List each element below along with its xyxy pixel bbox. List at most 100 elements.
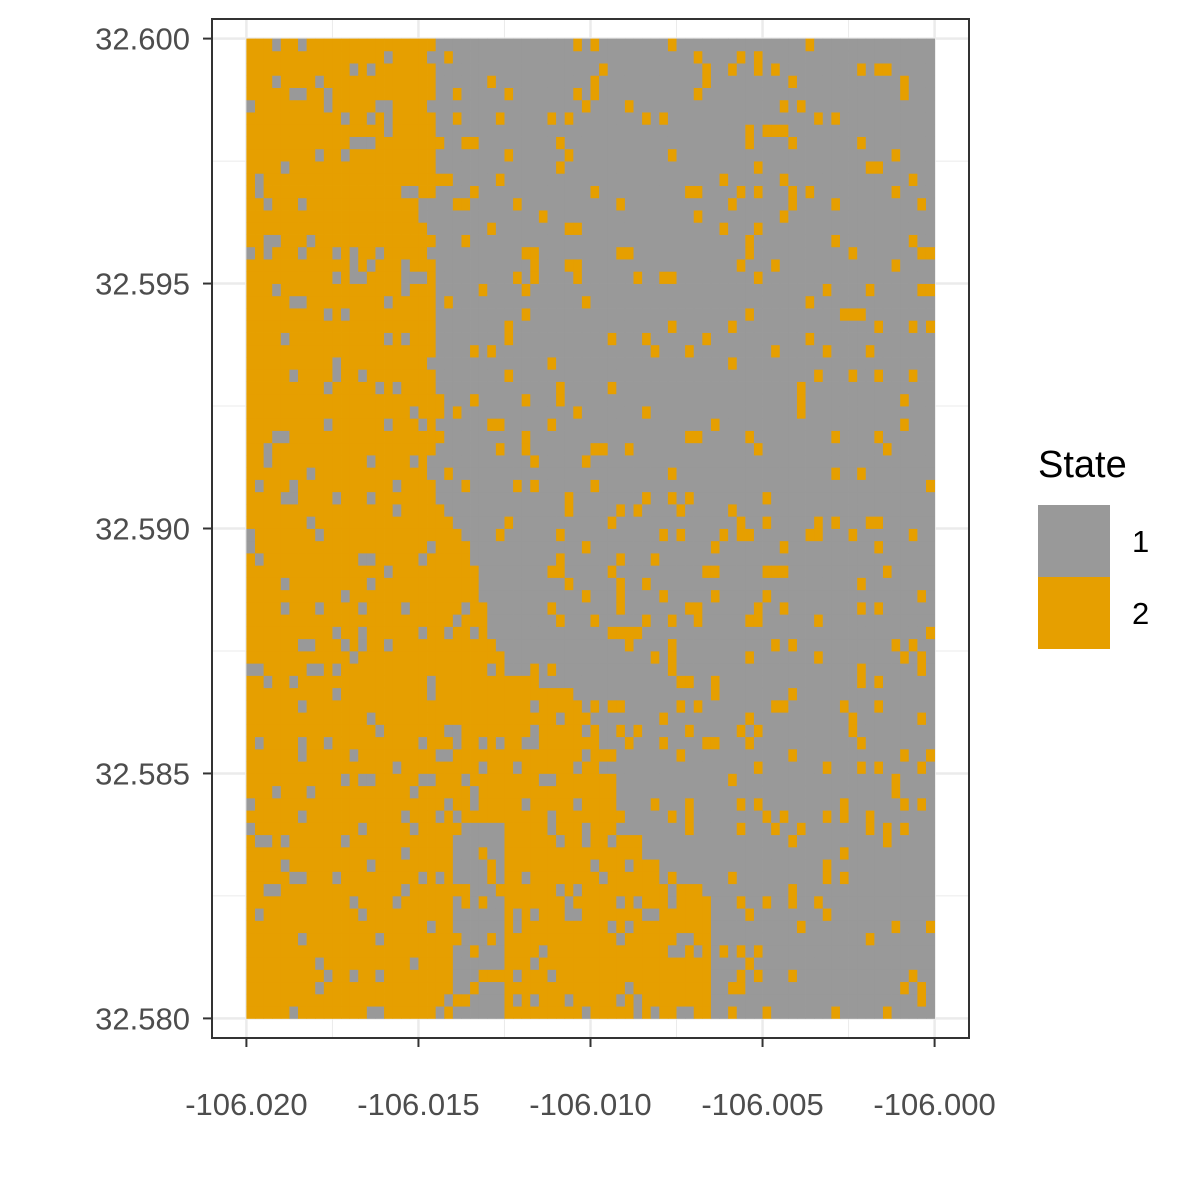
raster-cell-state-2 bbox=[728, 504, 738, 517]
raster-cell-state-2 bbox=[409, 75, 419, 88]
raster-cell-state-1 bbox=[504, 491, 514, 505]
raster-cell-state-2 bbox=[263, 810, 273, 823]
raster-cell-state-2 bbox=[298, 344, 308, 358]
raster-cell-state-2 bbox=[401, 699, 411, 713]
raster-cell-state-1 bbox=[745, 197, 755, 211]
raster-cell-state-1 bbox=[616, 344, 626, 358]
raster-cell-state-1 bbox=[676, 442, 686, 456]
raster-cell-state-1 bbox=[710, 369, 720, 382]
raster-cell-state-2 bbox=[427, 626, 437, 640]
raster-cell-state-1 bbox=[719, 675, 729, 689]
raster-cell-state-2 bbox=[280, 197, 290, 211]
raster-cell-state-1 bbox=[693, 173, 703, 186]
raster-cell-state-2 bbox=[771, 638, 781, 652]
raster-cell-state-2 bbox=[246, 418, 256, 431]
raster-cell-state-1 bbox=[753, 75, 763, 88]
raster-cell-state-2 bbox=[323, 222, 333, 235]
raster-cell-state-1 bbox=[762, 969, 772, 983]
raster-cell-state-2 bbox=[418, 969, 428, 983]
raster-cell-state-1 bbox=[607, 87, 617, 101]
raster-cell-state-2 bbox=[521, 283, 531, 297]
raster-cell-state-2 bbox=[323, 822, 333, 836]
raster-cell-state-1 bbox=[246, 822, 256, 836]
raster-cell-state-1 bbox=[650, 675, 660, 689]
raster-cell-state-1 bbox=[530, 540, 540, 554]
raster-cell-state-1 bbox=[495, 1006, 505, 1019]
raster-cell-state-2 bbox=[384, 210, 394, 223]
raster-cell-state-1 bbox=[693, 369, 703, 382]
raster-cell-state-1 bbox=[573, 589, 583, 603]
raster-cell-state-1 bbox=[650, 173, 660, 186]
raster-cell-state-2 bbox=[427, 761, 437, 774]
raster-cell-state-2 bbox=[384, 846, 394, 860]
raster-cell-state-2 bbox=[255, 344, 265, 358]
raster-cell-state-2 bbox=[384, 993, 394, 1007]
raster-cell-state-1 bbox=[487, 161, 497, 174]
raster-cell-state-2 bbox=[590, 748, 600, 762]
raster-cell-state-1 bbox=[513, 442, 523, 456]
raster-cell-state-2 bbox=[392, 63, 402, 76]
raster-cell-state-2 bbox=[409, 332, 419, 346]
raster-cell-state-2 bbox=[366, 271, 376, 284]
raster-cell-state-1 bbox=[349, 136, 359, 150]
raster-cell-state-1 bbox=[590, 418, 600, 431]
raster-cell-state-2 bbox=[736, 981, 746, 995]
raster-cell-state-1 bbox=[693, 467, 703, 480]
raster-cell-state-2 bbox=[392, 553, 402, 566]
raster-cell-state-2 bbox=[272, 687, 282, 701]
raster-cell-state-2 bbox=[495, 773, 505, 787]
raster-cell-state-2 bbox=[392, 969, 402, 983]
raster-cell-state-2 bbox=[384, 957, 394, 970]
raster-cell-state-2 bbox=[298, 540, 308, 554]
raster-cell-state-1 bbox=[736, 393, 746, 407]
raster-cell-state-2 bbox=[332, 565, 342, 578]
raster-cell-state-2 bbox=[444, 540, 454, 554]
raster-cell-state-1 bbox=[581, 259, 591, 272]
raster-cell-state-2 bbox=[495, 699, 505, 713]
raster-cell-state-1 bbox=[728, 540, 738, 554]
raster-cell-state-2 bbox=[401, 834, 411, 848]
raster-cell-state-1 bbox=[581, 112, 591, 125]
raster-cell-state-1 bbox=[771, 687, 781, 701]
raster-cell-state-2 bbox=[444, 565, 454, 578]
raster-cell-state-1 bbox=[728, 136, 738, 150]
raster-cell-state-1 bbox=[590, 124, 600, 137]
raster-cell-state-1 bbox=[366, 63, 376, 76]
raster-cell-state-1 bbox=[642, 528, 652, 542]
raster-cell-state-2 bbox=[358, 969, 368, 983]
raster-cell-state-1 bbox=[642, 75, 652, 88]
raster-cell-state-2 bbox=[306, 173, 316, 186]
raster-cell-state-2 bbox=[401, 124, 411, 137]
raster-cell-state-1 bbox=[736, 761, 746, 774]
raster-cell-state-2 bbox=[358, 883, 368, 897]
raster-cell-state-1 bbox=[745, 271, 755, 284]
raster-cell-state-1 bbox=[693, 528, 703, 542]
raster-cell-state-2 bbox=[280, 822, 290, 836]
raster-cell-state-2 bbox=[581, 993, 591, 1007]
raster-cell-state-2 bbox=[289, 908, 299, 921]
raster-cell-state-1 bbox=[280, 491, 290, 505]
raster-cell-state-1 bbox=[710, 663, 720, 676]
raster-cell-state-1 bbox=[581, 246, 591, 260]
raster-cell-state-2 bbox=[332, 822, 342, 836]
raster-cell-state-1 bbox=[685, 124, 695, 137]
raster-cell-state-1 bbox=[745, 589, 755, 603]
raster-cell-state-1 bbox=[444, 234, 454, 248]
raster-cell-state-1 bbox=[504, 99, 514, 113]
raster-cell-state-1 bbox=[358, 136, 368, 150]
raster-cell-state-1 bbox=[495, 577, 505, 591]
raster-cell-state-2 bbox=[435, 785, 445, 799]
raster-cell-state-2 bbox=[633, 271, 643, 284]
raster-cell-state-2 bbox=[289, 222, 299, 235]
raster-cell-state-1 bbox=[547, 381, 557, 395]
raster-cell-state-2 bbox=[272, 406, 282, 419]
raster-cell-state-2 bbox=[323, 259, 333, 272]
raster-cell-state-1 bbox=[676, 491, 686, 505]
raster-cell-state-1 bbox=[728, 442, 738, 456]
raster-cell-state-2 bbox=[401, 773, 411, 787]
raster-cell-state-1 bbox=[719, 761, 729, 774]
raster-cell-state-1 bbox=[452, 136, 462, 150]
raster-cell-state-2 bbox=[323, 846, 333, 860]
raster-cell-state-2 bbox=[272, 516, 282, 529]
raster-cell-state-2 bbox=[461, 699, 471, 713]
